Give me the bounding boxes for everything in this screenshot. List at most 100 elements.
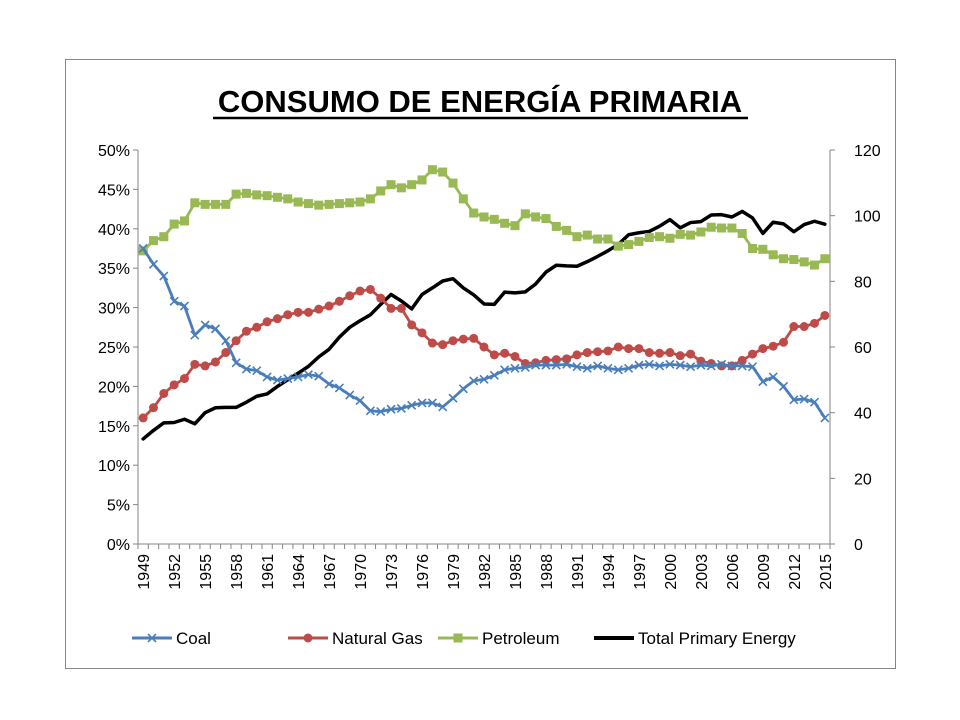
data-point-coal bbox=[396, 403, 406, 414]
data-point-natural-gas bbox=[376, 293, 386, 303]
data-point-coal bbox=[572, 362, 582, 372]
x-tick-label: 2006 bbox=[725, 554, 742, 590]
data-point-natural-gas bbox=[169, 380, 179, 390]
data-point-natural-gas bbox=[148, 403, 158, 413]
data-point-coal bbox=[541, 360, 551, 370]
data-point-coal bbox=[252, 366, 262, 376]
x-tick-label: 1952 bbox=[167, 554, 184, 590]
data-point-petroleum bbox=[706, 222, 716, 232]
data-point-petroleum bbox=[727, 223, 737, 233]
data-point-coal bbox=[210, 324, 221, 334]
y-left-tick-label: 50% bbox=[98, 143, 130, 160]
data-point-petroleum bbox=[396, 183, 406, 193]
data-point-natural-gas bbox=[283, 310, 293, 320]
data-point-natural-gas bbox=[427, 338, 437, 348]
x-tick-label: 1955 bbox=[198, 554, 215, 590]
x-tick-label: 1961 bbox=[260, 554, 277, 590]
data-point-coal bbox=[334, 383, 344, 393]
data-point-petroleum bbox=[283, 194, 293, 204]
y-right-tick-label: 0 bbox=[854, 537, 863, 554]
data-point-petroleum bbox=[799, 257, 809, 267]
data-point-petroleum bbox=[541, 214, 551, 224]
data-point-natural-gas bbox=[655, 348, 665, 358]
data-point-coal bbox=[221, 336, 231, 346]
legend-item-coal: Coal bbox=[132, 629, 211, 648]
data-point-petroleum bbox=[737, 229, 747, 239]
data-point-coal bbox=[613, 365, 623, 375]
y-right-tick-label: 20 bbox=[854, 471, 872, 488]
x-tick-label: 1949 bbox=[136, 554, 153, 590]
data-point-natural-gas bbox=[810, 318, 820, 328]
data-point-petroleum bbox=[407, 180, 417, 190]
data-point-petroleum bbox=[314, 200, 324, 210]
data-point-petroleum bbox=[221, 199, 231, 209]
data-point-petroleum bbox=[551, 221, 561, 231]
data-point-petroleum bbox=[572, 232, 582, 242]
data-point-coal bbox=[551, 360, 561, 370]
data-point-natural-gas bbox=[345, 291, 355, 301]
data-point-natural-gas bbox=[200, 361, 210, 371]
data-point-natural-gas bbox=[210, 357, 220, 367]
legend-label: Petroleum bbox=[482, 629, 559, 648]
y-left-tick-label: 15% bbox=[98, 419, 130, 436]
data-point-coal bbox=[520, 362, 530, 373]
legend-swatch-marker bbox=[303, 633, 313, 643]
data-point-natural-gas bbox=[644, 348, 654, 358]
data-point-coal bbox=[407, 400, 417, 410]
data-point-petroleum bbox=[820, 254, 830, 264]
y-right-tick-label: 100 bbox=[854, 209, 881, 226]
data-point-natural-gas bbox=[748, 349, 758, 359]
data-point-coal bbox=[582, 363, 592, 373]
data-point-coal bbox=[355, 396, 365, 406]
data-point-petroleum bbox=[634, 236, 644, 246]
data-point-coal bbox=[737, 361, 747, 371]
axes: 0% 5% 10% 15% 20% 25% 30% 35% 40% 45% 50% 0 20 40 60 80… bbox=[98, 143, 881, 590]
y-left-tick-label: 35% bbox=[98, 261, 130, 278]
data-point-natural-gas bbox=[314, 304, 324, 314]
data-point-petroleum bbox=[190, 198, 200, 208]
data-point-coal bbox=[675, 360, 685, 370]
x-tick-label: 1979 bbox=[446, 554, 463, 590]
data-point-coal bbox=[365, 406, 375, 416]
data-point-coal bbox=[706, 361, 716, 371]
series-line-total-primary-energy bbox=[141, 209, 827, 441]
data-point-coal bbox=[293, 372, 303, 382]
x-tick-label: 1991 bbox=[570, 554, 587, 590]
legend-item-natural-gas: Natural Gas bbox=[288, 629, 423, 648]
legend: Coal Natural Gas Petroleum Total Primary En… bbox=[132, 629, 796, 648]
data-point-coal bbox=[531, 360, 541, 370]
data-point-coal bbox=[241, 364, 252, 374]
data-point-natural-gas bbox=[541, 355, 551, 365]
y-left-tick-label: 40% bbox=[98, 222, 130, 239]
data-point-petroleum bbox=[644, 232, 654, 242]
data-point-petroleum bbox=[675, 229, 685, 239]
y-right-tick-label: 40 bbox=[854, 406, 872, 423]
legend-swatch-marker bbox=[147, 633, 157, 643]
data-point-petroleum bbox=[365, 194, 375, 204]
data-point-coal bbox=[324, 379, 334, 389]
data-point-petroleum bbox=[345, 198, 355, 208]
data-point-natural-gas bbox=[572, 350, 582, 360]
data-point-petroleum bbox=[593, 234, 603, 244]
data-point-natural-gas bbox=[603, 346, 613, 356]
data-point-coal bbox=[386, 404, 396, 414]
data-point-coal bbox=[727, 361, 737, 371]
data-point-natural-gas bbox=[407, 320, 417, 330]
data-point-petroleum bbox=[613, 241, 623, 251]
data-point-petroleum bbox=[458, 194, 468, 204]
data-point-petroleum bbox=[376, 186, 386, 196]
data-point-petroleum bbox=[500, 218, 510, 228]
y-left-tick-label: 5% bbox=[107, 498, 130, 515]
data-point-coal bbox=[190, 330, 200, 340]
x-tick-label: 1970 bbox=[353, 554, 370, 590]
data-point-coal bbox=[696, 360, 706, 370]
y-left-tick-label: 0% bbox=[107, 537, 130, 554]
data-point-coal bbox=[179, 301, 190, 311]
data-point-petroleum bbox=[717, 223, 727, 233]
data-point-petroleum bbox=[758, 244, 768, 254]
series-line-natural-gas bbox=[141, 288, 827, 420]
data-point-petroleum bbox=[520, 209, 530, 219]
data-point-coal bbox=[603, 363, 613, 373]
data-point-natural-gas bbox=[252, 322, 262, 332]
legend-label: Coal bbox=[176, 629, 211, 648]
